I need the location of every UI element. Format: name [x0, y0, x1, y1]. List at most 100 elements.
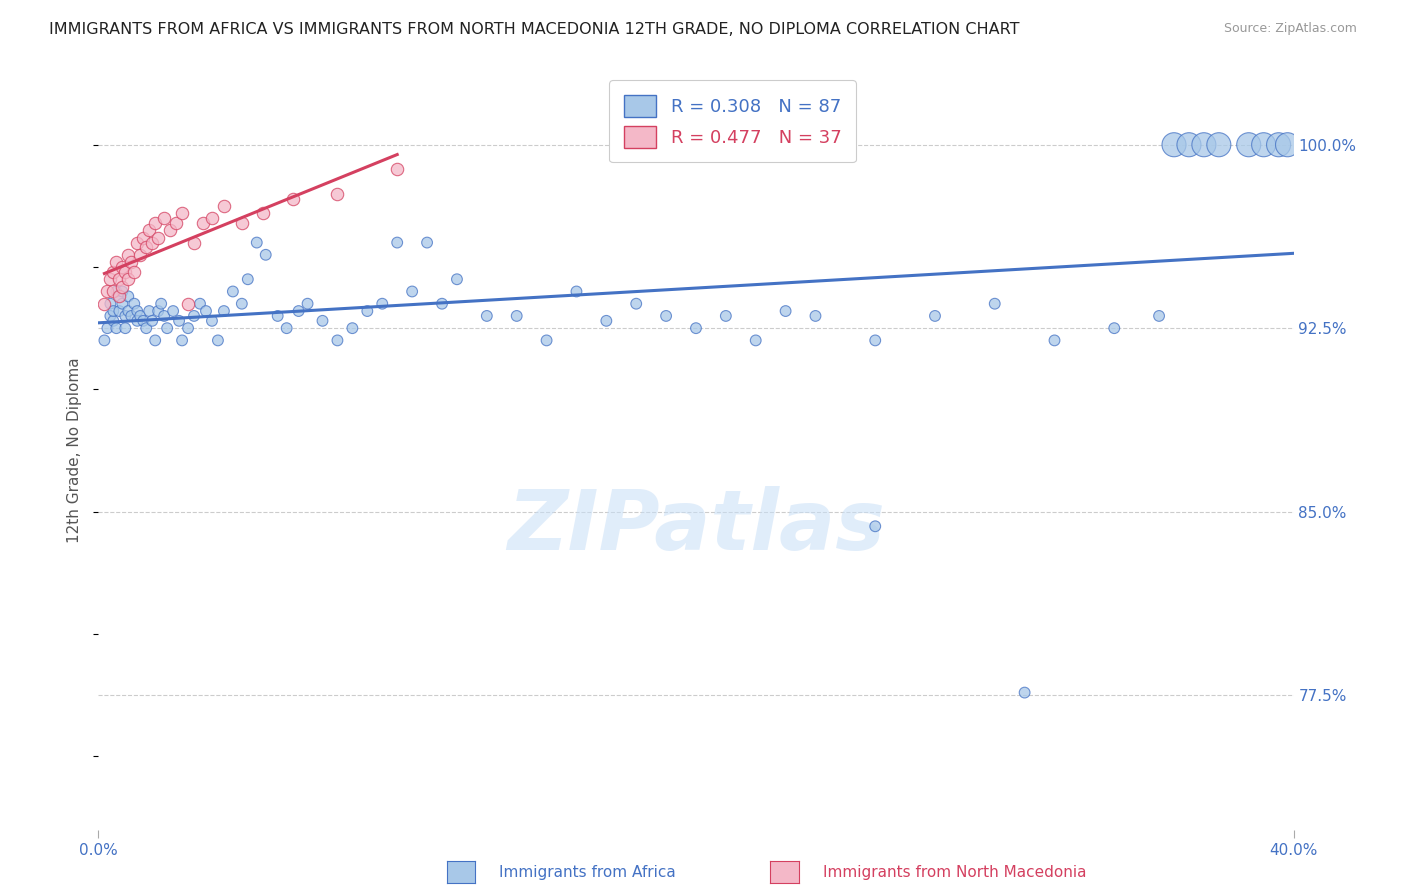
Point [865, 519, 887, 533]
Point [267, 309, 290, 323]
Point [111, 285, 134, 299]
Point [172, 334, 194, 348]
Point [153, 211, 176, 226]
Point [984, 296, 1007, 310]
Point [124, 265, 146, 279]
Point [222, 285, 245, 299]
Point [231, 296, 253, 310]
Point [129, 248, 152, 262]
Point [231, 216, 253, 230]
Point [124, 296, 146, 310]
Point [385, 162, 409, 177]
Point [103, 314, 125, 328]
Point [595, 314, 617, 328]
Y-axis label: 12th Grade, No Diploma: 12th Grade, No Diploma [67, 358, 83, 543]
Point [132, 230, 155, 244]
Point [177, 296, 200, 310]
Point [103, 285, 125, 299]
Text: Immigrants from Africa: Immigrants from Africa [499, 865, 676, 880]
Point [120, 309, 142, 323]
Point [108, 272, 131, 286]
Point [188, 296, 211, 310]
Legend: R = 0.308   N = 87, R = 0.477   N = 37: R = 0.308 N = 87, R = 0.477 N = 37 [609, 80, 856, 162]
Point [201, 314, 224, 328]
Point [446, 272, 468, 286]
Point [475, 309, 498, 323]
Point [114, 309, 136, 323]
Point [326, 334, 349, 348]
Point [159, 223, 181, 237]
Point [1208, 137, 1230, 152]
Text: Source: ZipAtlas.com: Source: ZipAtlas.com [1223, 22, 1357, 36]
Point [276, 321, 298, 335]
Point [1147, 309, 1170, 323]
Point [385, 235, 409, 250]
Point [135, 240, 157, 254]
Point [775, 304, 797, 318]
Point [714, 309, 737, 323]
Point [1043, 334, 1066, 348]
Point [114, 321, 136, 335]
Point [141, 314, 163, 328]
Point [132, 314, 155, 328]
Point [536, 334, 558, 348]
Point [93, 334, 115, 348]
Point [195, 304, 218, 318]
Point [685, 321, 707, 335]
Point [804, 309, 827, 323]
Point [191, 216, 214, 230]
Point [565, 285, 588, 299]
Point [96, 285, 118, 299]
Point [236, 272, 259, 286]
Point [153, 309, 176, 323]
Point [183, 309, 205, 323]
Point [117, 289, 139, 303]
Point [105, 255, 128, 269]
Point [924, 309, 946, 323]
Point [98, 309, 122, 323]
Point [430, 296, 453, 310]
Point [326, 186, 349, 201]
Point [98, 272, 122, 286]
Point [105, 285, 128, 299]
Point [108, 289, 131, 303]
Point [117, 272, 139, 286]
Point [165, 216, 187, 230]
Point [117, 304, 139, 318]
Point [143, 216, 166, 230]
Point [371, 296, 394, 310]
Point [172, 206, 194, 220]
Point [111, 296, 134, 310]
Point [103, 304, 125, 318]
Point [865, 334, 887, 348]
Point [212, 199, 235, 213]
Point [177, 321, 200, 335]
Point [117, 248, 139, 262]
Point [212, 304, 235, 318]
Point [1163, 137, 1185, 152]
Point [356, 304, 378, 318]
Point [96, 321, 118, 335]
Point [1178, 137, 1201, 152]
Point [105, 321, 128, 335]
Point [1104, 321, 1126, 335]
Text: ZIPatlas: ZIPatlas [508, 486, 884, 566]
Point [138, 304, 160, 318]
Text: Immigrants from North Macedonia: Immigrants from North Macedonia [823, 865, 1085, 880]
Point [111, 279, 134, 293]
Point [108, 304, 131, 318]
Point [167, 314, 190, 328]
Point [342, 321, 364, 335]
Point [150, 296, 173, 310]
Point [127, 235, 149, 250]
Point [1267, 137, 1289, 152]
Point [120, 255, 142, 269]
Point [1014, 685, 1036, 699]
Point [655, 309, 678, 323]
Point [207, 334, 229, 348]
Point [1253, 137, 1275, 152]
Point [162, 304, 184, 318]
Point [183, 235, 205, 250]
Point [135, 321, 157, 335]
Point [108, 289, 131, 303]
